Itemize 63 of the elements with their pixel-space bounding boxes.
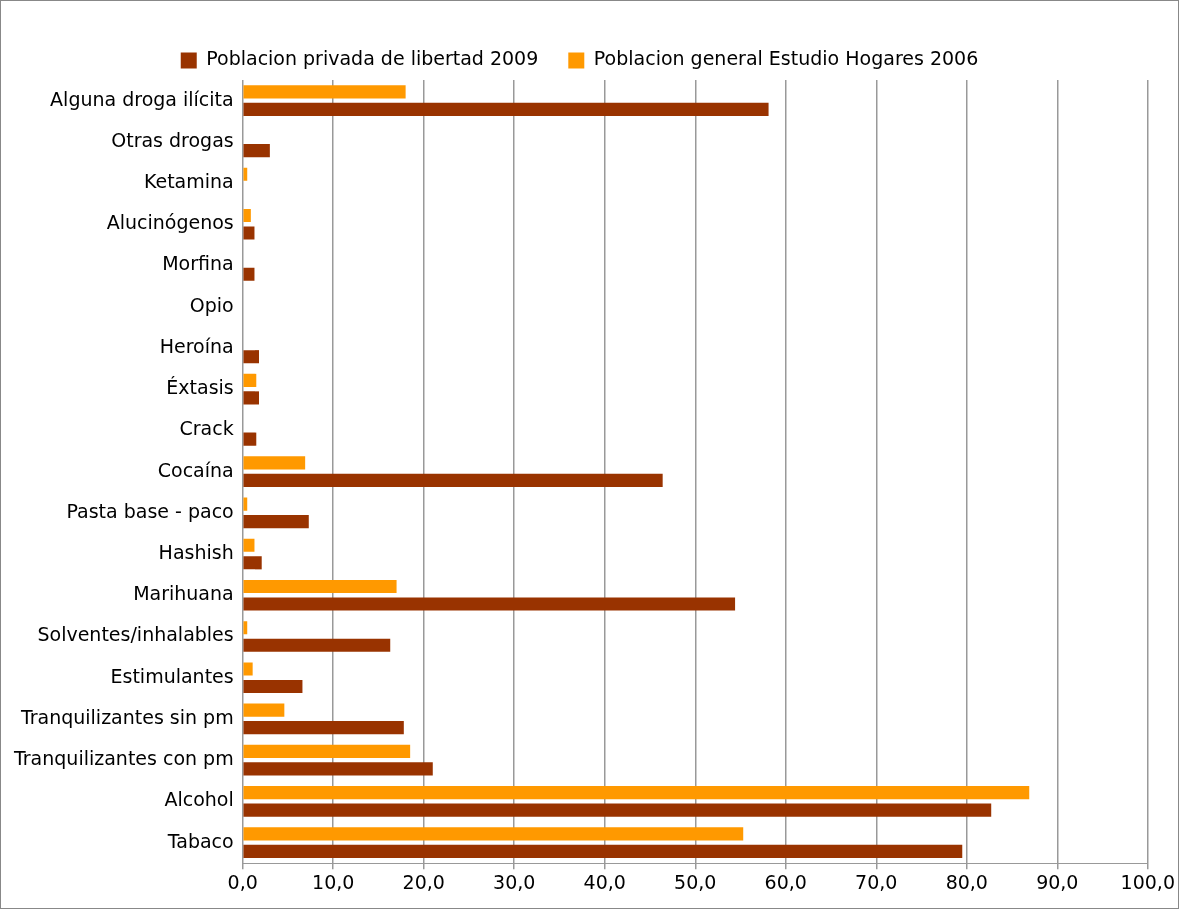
bar: [243, 803, 992, 817]
bar: [243, 703, 285, 717]
bar: [243, 721, 404, 735]
bar: [243, 373, 257, 387]
x-tick-label: 80,0: [945, 870, 988, 893]
y-tick-label: Morfina: [162, 252, 234, 275]
y-tick-label: Marihuana: [133, 582, 234, 605]
y-tick-label: Tranquilizantes sin pm: [19, 705, 234, 728]
y-tick-label: Otras drogas: [111, 128, 234, 151]
bar: [243, 515, 309, 529]
y-tick-label: Cocaína: [157, 458, 234, 481]
bar: [243, 144, 270, 158]
bar: [243, 102, 769, 116]
bar: [243, 679, 303, 694]
bar: [243, 267, 255, 281]
x-tick-label: 20,0: [402, 870, 445, 893]
bar: [243, 579, 397, 594]
x-tick-label: 90,0: [1036, 870, 1079, 893]
y-tick-label: Tabaco: [166, 829, 234, 852]
bar: [243, 497, 248, 511]
bar: [243, 350, 259, 364]
x-tick-label: 50,0: [674, 870, 717, 893]
x-tick-label: 70,0: [855, 870, 898, 893]
x-tick-label: 10,0: [312, 870, 355, 893]
x-tick-label: 0,0: [227, 870, 258, 893]
bar: [243, 556, 262, 570]
legend-label: Poblacion privada de libertad 2009: [206, 47, 539, 70]
y-tick-label: Éxtasis: [166, 376, 234, 399]
legend-label: Poblacion general Estudio Hogares 2006: [593, 47, 979, 70]
bar: [243, 226, 255, 240]
y-tick-label: Estimulantes: [110, 664, 234, 687]
bar: [243, 391, 259, 405]
bar: [243, 827, 744, 841]
bar: [243, 597, 736, 611]
bar: [243, 762, 433, 776]
y-tick-label: Tranquilizantes con pm: [12, 747, 234, 770]
bar: [243, 167, 248, 181]
x-tick-label: 100,0: [1120, 870, 1176, 893]
bar: [243, 456, 306, 470]
bar: [243, 621, 248, 635]
bar: [243, 786, 1030, 800]
bar: [243, 662, 253, 676]
y-tick-label: Heroína: [159, 334, 234, 357]
bar: [243, 85, 406, 99]
bar: [243, 432, 257, 446]
y-tick-label: Opio: [189, 293, 234, 316]
y-tick-label: Solventes/inhalables: [37, 623, 234, 646]
bar: [243, 538, 255, 552]
x-tick-label: 40,0: [583, 870, 626, 893]
bar: [243, 744, 411, 758]
x-tick-label: 30,0: [493, 870, 536, 893]
y-tick-label: Hashish: [158, 540, 234, 563]
bar: [243, 638, 391, 652]
y-tick-label: Alucinógenos: [106, 211, 234, 234]
bar: [243, 844, 963, 858]
x-tick-label: 60,0: [764, 870, 807, 893]
y-tick-label: Alcohol: [164, 788, 234, 811]
y-tick-label: Pasta base - paco: [66, 499, 234, 522]
bar: [243, 473, 663, 487]
y-tick-label: Alguna droga ilícita: [50, 87, 234, 110]
y-tick-label: Ketamina: [143, 169, 234, 192]
bar: [243, 208, 251, 223]
y-tick-label: Crack: [179, 417, 234, 440]
